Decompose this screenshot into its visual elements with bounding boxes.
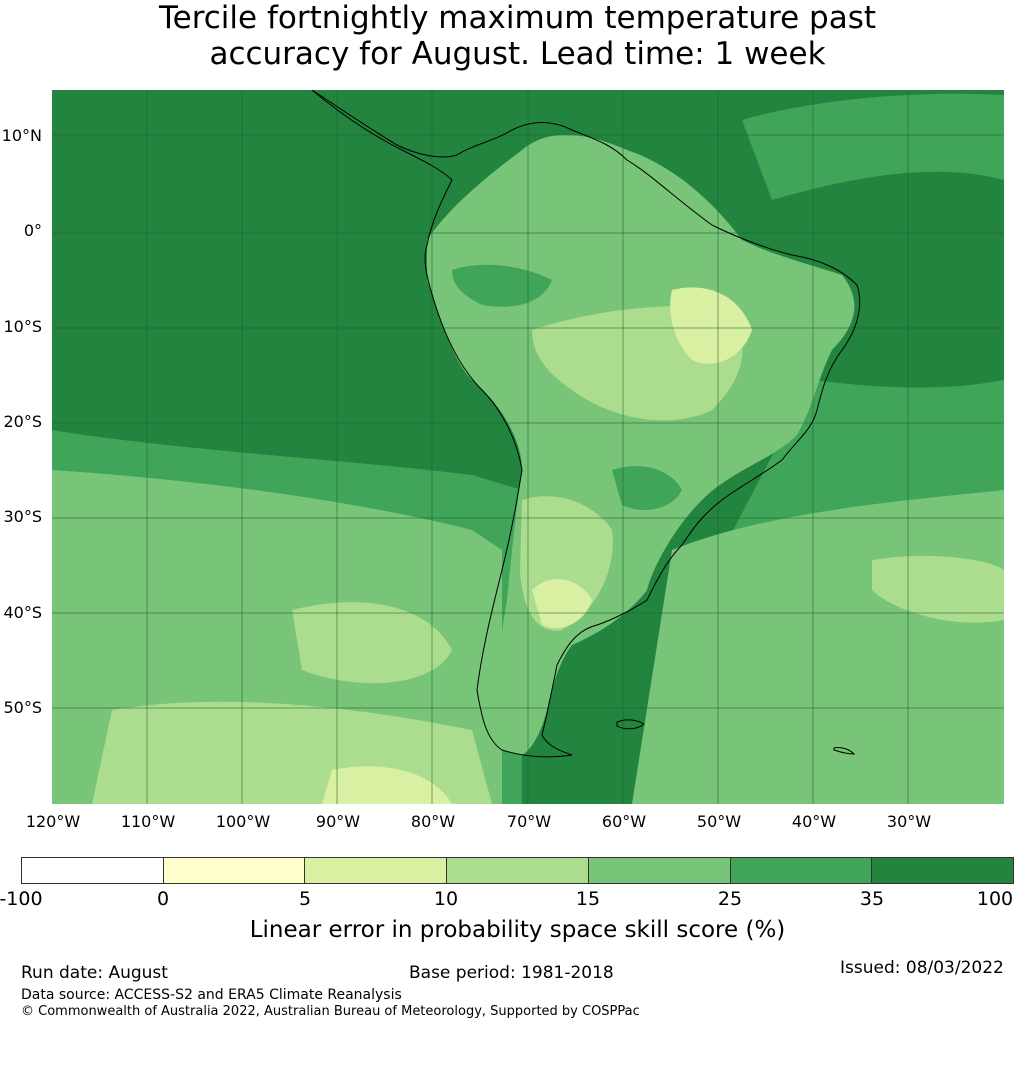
run-date: Run date: August: [21, 963, 168, 983]
lon-label: 40°W: [791, 812, 837, 831]
colorbar-label: Linear error in probability space skill …: [249, 917, 786, 943]
map-canvas: [52, 90, 1004, 804]
chaco-25-35: [612, 466, 682, 510]
colorbar: [21, 857, 1014, 884]
highlands-5-10: [670, 287, 752, 364]
colorbar-tick: 25: [717, 888, 743, 910]
lon-label: 90°W: [315, 812, 361, 831]
colorbar-tick: 0: [156, 888, 170, 910]
colorbar-segment: [163, 858, 306, 883]
pacific-patch-5-10: [322, 766, 452, 804]
colorbar-tick: 100: [976, 888, 1014, 910]
issued-date: Issued: 08/03/2022: [840, 958, 1004, 978]
lat-label: 50°S: [3, 698, 42, 717]
map-title-line-2: accuracy for August. Lead time: 1 week: [209, 36, 826, 72]
colorbar-tick: 15: [575, 888, 601, 910]
skill-score-map: [52, 90, 1004, 804]
coastline: [311, 90, 861, 758]
colorbar-segment: [447, 858, 589, 883]
lon-label: 60°W: [601, 812, 647, 831]
south-georgia: [833, 747, 856, 755]
colorbar-tick: 35: [859, 888, 885, 910]
lon-label: 110°W: [120, 812, 176, 831]
atlantic-patch-10-15: [872, 555, 1004, 623]
atlantic-north-25-35: [742, 93, 1004, 200]
lat-label: 30°S: [3, 507, 42, 526]
lat-label: 40°S: [3, 603, 42, 622]
lon-label: 120°W: [25, 812, 81, 831]
lon-label: 70°W: [506, 812, 552, 831]
lat-label: 10°N: [1, 126, 42, 145]
pampas-5-10: [532, 579, 592, 629]
colorbar-segment: [588, 858, 731, 883]
data-source: Data source: ACCESS-S2 and ERA5 Climate …: [21, 987, 402, 1003]
colorbar-segment: [730, 858, 873, 883]
lon-label: 30°W: [886, 812, 932, 831]
amazon-25-35: [452, 264, 552, 307]
lat-label: 20°S: [3, 412, 42, 431]
lat-label: 10°S: [3, 317, 42, 336]
falkland-islands: [616, 719, 645, 730]
colorbar-segment: [22, 858, 164, 883]
map-gridlines: [52, 90, 1004, 804]
colorbar-segment: [305, 858, 448, 883]
colorbar-tick: 5: [298, 888, 312, 910]
colorbar-tick: -100: [0, 888, 43, 910]
lon-label: 100°W: [215, 812, 271, 831]
colorbar-tick: 10: [433, 888, 459, 910]
base-period: Base period: 1981-2018: [409, 963, 614, 983]
pacific-patch-10-15: [292, 602, 452, 684]
map-title-line-1: Tercile fortnightly maximum temperature …: [158, 0, 877, 36]
lon-label: 50°W: [696, 812, 742, 831]
colorbar-segment: [872, 858, 1014, 883]
lat-label: 0°: [23, 221, 42, 240]
lon-label: 80°W: [410, 812, 456, 831]
copyright: © Commonwealth of Australia 2022, Austra…: [21, 1004, 640, 1019]
